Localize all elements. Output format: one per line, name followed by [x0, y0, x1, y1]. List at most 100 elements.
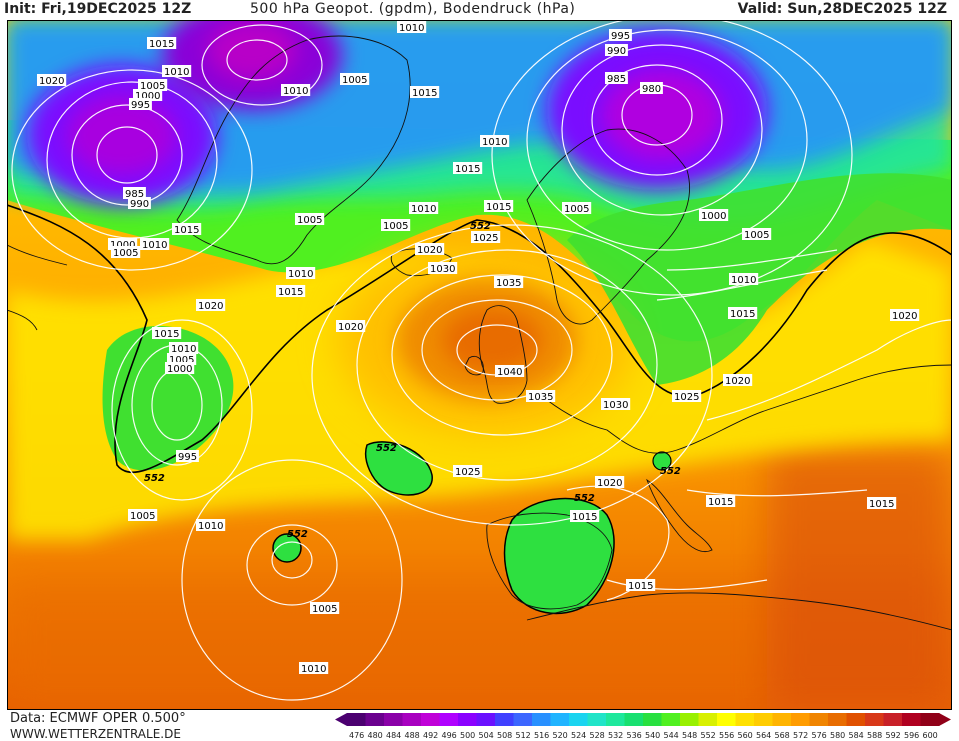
- isobar-label: 1005: [310, 602, 340, 615]
- svg-text:1005: 1005: [297, 215, 322, 226]
- svg-text:1015: 1015: [455, 164, 480, 175]
- svg-text:1015: 1015: [628, 581, 653, 592]
- height-label-552: 552: [376, 443, 397, 454]
- svg-text:985: 985: [125, 189, 144, 200]
- svg-text:995: 995: [131, 100, 150, 111]
- chart-header: Init: Fri,19DEC2025 12Z 500 hPa Geopot. …: [0, 0, 959, 20]
- isobar-label: 1020: [890, 309, 920, 322]
- isobar-label: 990: [605, 44, 628, 57]
- isobar-label: 1010: [196, 519, 226, 532]
- svg-text:1015: 1015: [730, 309, 755, 320]
- height-label-552: 552: [660, 466, 681, 477]
- legend-swatch: [735, 713, 755, 726]
- legend-tick-label: 564: [756, 731, 771, 740]
- svg-text:1015: 1015: [572, 512, 597, 523]
- svg-text:1020: 1020: [725, 376, 750, 387]
- svg-text:1020: 1020: [39, 76, 64, 87]
- svg-text:552: 552: [376, 443, 397, 454]
- isobar-label: 1015: [484, 200, 514, 213]
- legend-swatch: [809, 713, 829, 726]
- legend-swatch: [402, 713, 422, 726]
- coastlines: [7, 35, 952, 631]
- legend-swatch: [643, 713, 662, 726]
- legend-swatch: [532, 713, 551, 726]
- isobars: [11, 20, 952, 701]
- init-time: Init: Fri,19DEC2025 12Z: [4, 1, 192, 17]
- legend-tick-label: 484: [386, 731, 401, 740]
- legend-swatch: [717, 713, 736, 726]
- legend-tick-label: 496: [442, 731, 457, 740]
- isobar-label: 985: [123, 187, 146, 200]
- legend-swatch: [661, 713, 681, 726]
- legend-swatch: [902, 713, 921, 726]
- legend-swatch: [606, 713, 625, 726]
- svg-text:990: 990: [130, 199, 149, 210]
- svg-text:1020: 1020: [417, 245, 442, 256]
- svg-text:1015: 1015: [149, 39, 174, 50]
- isobar-label: 1010: [397, 21, 427, 34]
- legend-tick-label: 580: [830, 731, 845, 740]
- svg-text:1030: 1030: [603, 400, 628, 411]
- legend-arrow-left: [335, 713, 347, 726]
- legend-tick-label: 544: [664, 731, 679, 740]
- isobar-label: 1030: [428, 262, 458, 275]
- data-source: Data: ECMWF OPER 0.500°: [10, 711, 186, 726]
- svg-text:995: 995: [611, 31, 630, 42]
- isobar-label: 1010: [281, 84, 311, 97]
- isobar-label: 1000: [699, 209, 729, 222]
- legend-swatch: [550, 713, 570, 726]
- height-label-552: 552: [144, 473, 165, 484]
- svg-text:1005: 1005: [744, 230, 769, 241]
- svg-text:1005: 1005: [342, 75, 367, 86]
- svg-text:552: 552: [660, 466, 681, 477]
- legend-tick-label: 556: [719, 731, 734, 740]
- svg-text:1025: 1025: [674, 392, 699, 403]
- isobar-label: 1000: [165, 362, 195, 375]
- svg-text:1010: 1010: [482, 137, 507, 148]
- svg-text:980: 980: [642, 84, 661, 95]
- svg-text:1005: 1005: [130, 511, 155, 522]
- legend-swatch: [421, 713, 440, 726]
- legend-tick-label: 528: [590, 731, 605, 740]
- legend-tick-label: 568: [775, 731, 790, 740]
- isobar-label: 1010: [299, 662, 329, 675]
- svg-text:1035: 1035: [528, 392, 553, 403]
- isobar-label: 1010: [729, 273, 759, 286]
- isobar-label: 1015: [626, 579, 656, 592]
- svg-text:1000: 1000: [167, 364, 192, 375]
- legend-tick-label: 488: [405, 731, 420, 740]
- height-labels: 552 552 552 552 552 552: [144, 221, 681, 540]
- legend-swatch: [624, 713, 644, 726]
- isobar-label: 1015: [276, 285, 306, 298]
- isobar-label: 1015: [728, 307, 758, 320]
- legend-swatch: [587, 713, 607, 726]
- svg-text:1025: 1025: [455, 467, 480, 478]
- legend-tick-label: 508: [497, 731, 512, 740]
- isobar-label: 1005: [128, 509, 158, 522]
- legend-tick-label: 536: [627, 731, 642, 740]
- svg-text:1005: 1005: [312, 604, 337, 615]
- isobar-label: 1040: [495, 365, 525, 378]
- isobar-label: 1035: [526, 390, 556, 403]
- isobar-label: 995: [129, 98, 152, 111]
- svg-text:1010: 1010: [164, 67, 189, 78]
- svg-text:1005: 1005: [564, 204, 589, 215]
- isobar-label: 1015: [570, 510, 600, 523]
- isobar-label: 1010: [286, 267, 316, 280]
- isobar-label: 1010: [409, 202, 439, 215]
- isobar-label: 1005: [562, 202, 592, 215]
- isobar-label: 1015: [147, 37, 177, 50]
- svg-text:1010: 1010: [301, 664, 326, 675]
- isobar-label: 1025: [471, 231, 501, 244]
- legend-tick-label: 524: [571, 731, 586, 740]
- legend-swatch: [698, 713, 718, 726]
- isobar-label: 1025: [453, 465, 483, 478]
- legend-swatch: [347, 713, 366, 726]
- legend-swatch: [846, 713, 866, 726]
- isobar-label: 1005: [742, 228, 772, 241]
- legend-swatch: [828, 713, 847, 726]
- svg-text:1005: 1005: [169, 355, 194, 366]
- svg-text:1000: 1000: [135, 91, 160, 102]
- isobar-label: 1020: [336, 320, 366, 333]
- svg-text:552: 552: [144, 473, 165, 484]
